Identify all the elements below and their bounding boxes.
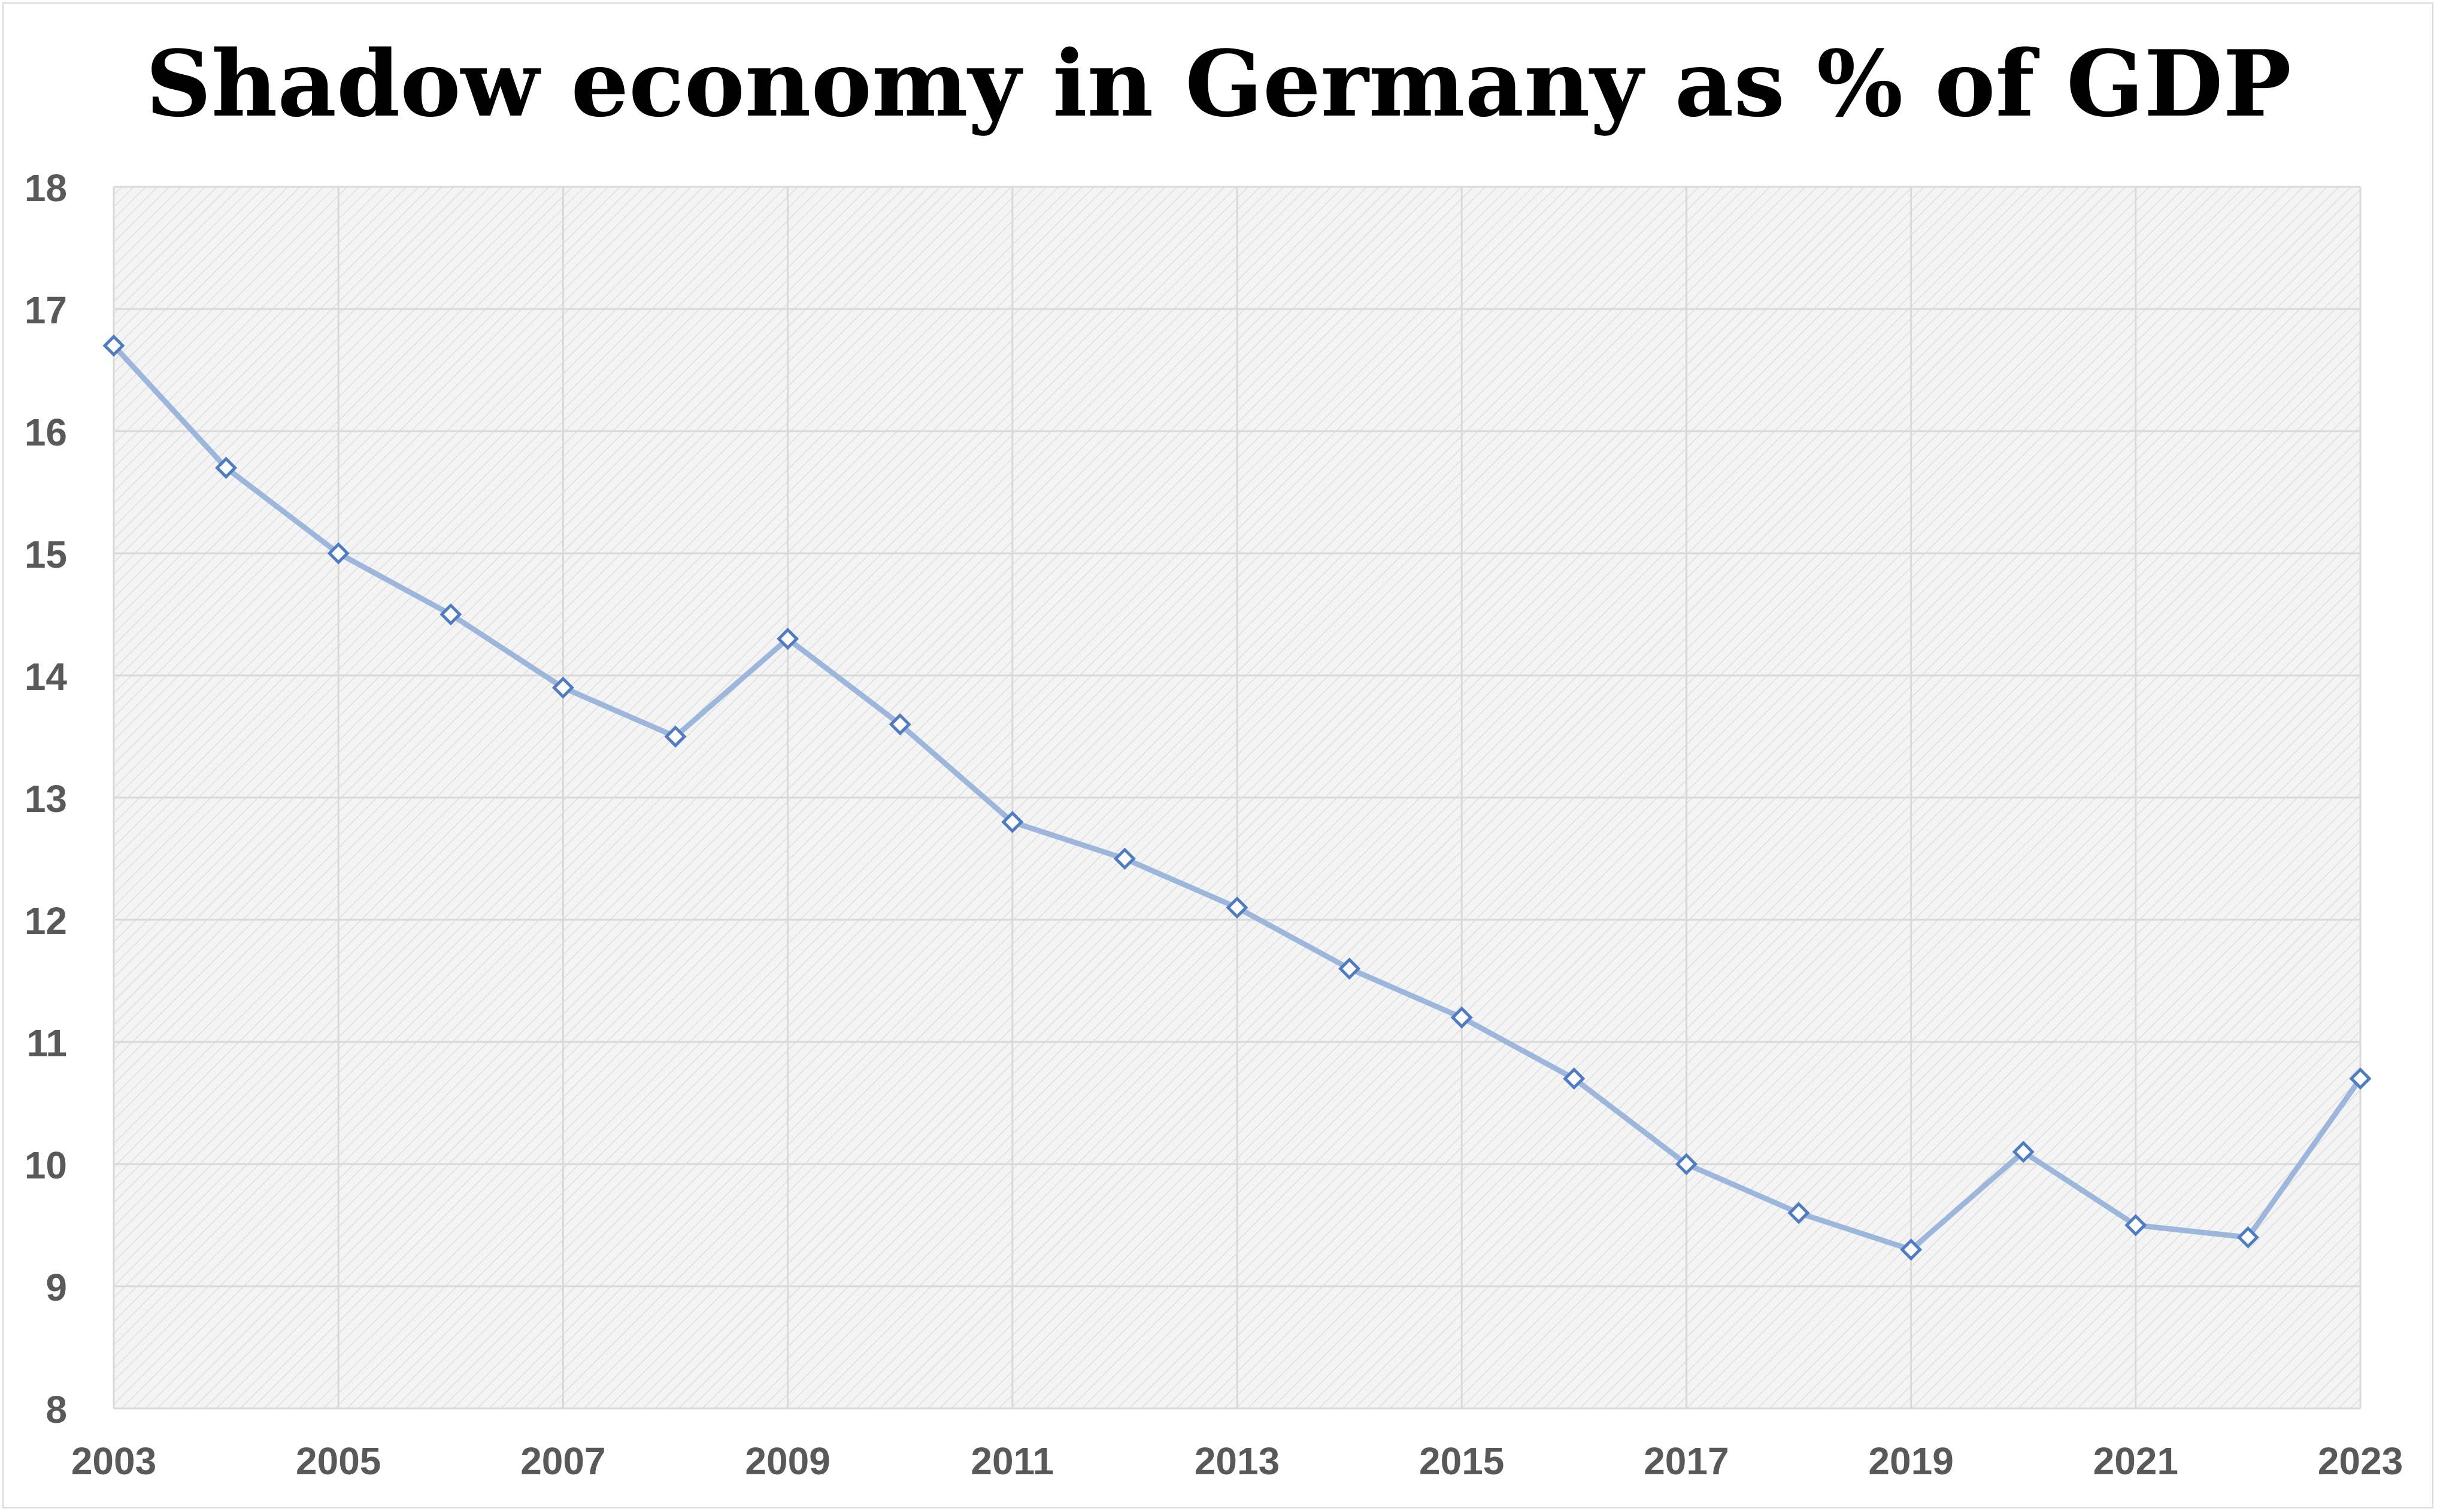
y-tick-label: 16 — [25, 411, 67, 454]
data-point — [1787, 1202, 1810, 1225]
x-tick-label: 2005 — [296, 1440, 381, 1483]
x-tick-label: 2023 — [2318, 1440, 2403, 1483]
y-tick-label: 12 — [25, 899, 67, 943]
x-axis-tick-labels: 2003 2005 2007 2009 2011 2013 2015 2017 2019 2021… — [71, 1440, 2403, 1483]
data-point — [664, 725, 687, 748]
data-point — [777, 628, 799, 650]
data-point — [1563, 1067, 1586, 1090]
data-point — [215, 456, 238, 479]
data-point — [327, 542, 350, 565]
data-point — [1338, 958, 1361, 980]
series-layer — [102, 334, 2372, 1261]
data-point — [439, 603, 462, 626]
data-point — [1900, 1238, 1923, 1261]
y-tick-label: 9 — [46, 1266, 67, 1309]
data-point — [889, 713, 911, 736]
x-tick-label: 2013 — [1195, 1440, 1280, 1483]
data-point — [1001, 811, 1024, 834]
data-point — [1450, 1006, 1473, 1029]
y-tick-label: 13 — [25, 777, 67, 820]
y-tick-label: 10 — [25, 1144, 67, 1187]
y-axis-tick-labels: 8 9 10 11 12 13 14 15 16 17 18 — [25, 166, 68, 1431]
x-tick-label: 2021 — [2093, 1440, 2178, 1483]
data-point — [1113, 847, 1136, 870]
data-point — [2012, 1141, 2035, 1163]
y-tick-label: 15 — [25, 533, 67, 576]
gridlines — [113, 186, 2362, 1410]
chart-title: Shadow economy in Germany as % of GDP — [146, 30, 2291, 137]
y-tick-label: 14 — [25, 655, 68, 698]
y-tick-label: 17 — [25, 289, 67, 332]
x-tick-label: 2019 — [1868, 1440, 1953, 1483]
y-tick-label: 8 — [46, 1388, 67, 1431]
y-tick-label: 11 — [26, 1022, 67, 1065]
y-tick-label: 18 — [25, 166, 67, 210]
data-point — [102, 334, 125, 357]
x-tick-label: 2009 — [745, 1440, 830, 1483]
x-tick-label: 2011 — [971, 1440, 1054, 1483]
data-point — [2124, 1214, 2147, 1237]
data-point — [1675, 1153, 1698, 1175]
x-tick-label: 2003 — [71, 1440, 156, 1483]
x-tick-label: 2007 — [520, 1440, 605, 1483]
data-point — [2236, 1226, 2259, 1249]
x-tick-label: 2017 — [1644, 1440, 1729, 1483]
data-point — [2349, 1067, 2372, 1090]
data-point — [551, 676, 574, 699]
x-tick-label: 2015 — [1419, 1440, 1504, 1483]
data-point — [1226, 896, 1248, 919]
